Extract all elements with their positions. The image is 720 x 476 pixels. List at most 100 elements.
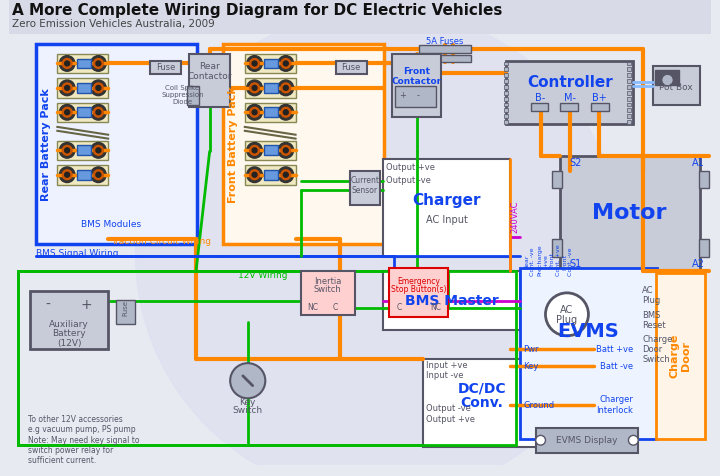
Text: Front: Front <box>403 67 430 76</box>
Circle shape <box>59 142 75 158</box>
Bar <box>245 140 296 160</box>
Bar <box>626 61 631 65</box>
Bar <box>58 54 108 73</box>
Bar <box>626 97 631 100</box>
Text: Zero Emission Vehicles Australia, 2009: Zero Emission Vehicles Australia, 2009 <box>12 20 215 30</box>
Text: Output -ve: Output -ve <box>426 404 472 413</box>
Bar <box>503 73 508 77</box>
Bar <box>626 109 631 112</box>
Bar <box>189 54 230 108</box>
Bar <box>654 70 679 85</box>
Text: Batt -ve: Batt -ve <box>600 362 634 371</box>
Circle shape <box>284 85 288 90</box>
Text: Diode: Diode <box>172 99 192 105</box>
Bar <box>264 146 278 155</box>
Bar <box>264 83 278 93</box>
Bar <box>653 66 700 105</box>
Bar <box>77 83 91 93</box>
Circle shape <box>284 61 288 66</box>
Text: Door: Door <box>642 345 662 354</box>
Text: AC: AC <box>560 306 574 316</box>
Text: Reset: Reset <box>642 320 666 329</box>
Text: Ground: Ground <box>523 401 554 410</box>
Bar <box>245 54 296 73</box>
Text: Contactor: Contactor <box>392 77 441 86</box>
Text: Pot Box: Pot Box <box>660 83 693 92</box>
Circle shape <box>250 146 259 155</box>
Bar <box>384 271 520 330</box>
Bar <box>626 102 631 107</box>
Circle shape <box>91 142 106 158</box>
Circle shape <box>629 436 638 445</box>
Circle shape <box>252 148 257 153</box>
Text: Charge: Charge <box>642 335 672 344</box>
Text: A2: A2 <box>692 258 705 268</box>
Circle shape <box>96 148 101 153</box>
Circle shape <box>252 61 257 66</box>
Circle shape <box>250 170 259 179</box>
Circle shape <box>536 436 546 445</box>
Text: Switch: Switch <box>314 286 342 295</box>
Bar <box>506 60 634 124</box>
Bar <box>77 59 91 69</box>
Bar <box>503 102 508 107</box>
Text: Fuse: Fuse <box>341 63 361 72</box>
Bar <box>187 86 199 105</box>
Bar <box>223 44 384 244</box>
Circle shape <box>96 85 101 90</box>
Bar <box>245 102 296 122</box>
Bar <box>560 103 577 111</box>
Text: Emergency: Emergency <box>397 277 440 286</box>
Circle shape <box>247 142 262 158</box>
Circle shape <box>662 74 673 86</box>
Bar <box>503 120 508 124</box>
Text: AC Input: AC Input <box>426 215 468 225</box>
Bar <box>264 59 278 69</box>
Circle shape <box>94 170 103 179</box>
Text: Fuse: Fuse <box>156 63 176 72</box>
Bar <box>350 171 379 205</box>
Text: C: C <box>333 303 338 312</box>
Bar <box>77 108 91 117</box>
Circle shape <box>65 148 70 153</box>
Text: Stop Button(s): Stop Button(s) <box>391 286 446 295</box>
Text: M-: M- <box>564 93 576 103</box>
Circle shape <box>230 363 265 398</box>
Circle shape <box>62 83 72 93</box>
Text: Output +ve: Output +ve <box>387 163 436 172</box>
Circle shape <box>96 61 101 66</box>
Text: Rear: Rear <box>199 62 220 71</box>
Bar <box>560 156 700 273</box>
Circle shape <box>91 104 106 120</box>
Text: C: C <box>397 303 402 312</box>
Circle shape <box>281 108 291 117</box>
Text: Contactor: Contactor <box>187 72 232 80</box>
Text: BMS: BMS <box>642 311 660 320</box>
Circle shape <box>94 83 103 93</box>
Text: 5A Fuses: 5A Fuses <box>426 37 464 46</box>
Text: DC/DC: DC/DC <box>458 382 506 396</box>
Bar <box>392 54 441 117</box>
Text: B+: B+ <box>592 93 606 103</box>
Circle shape <box>91 80 106 96</box>
Text: Charger: Charger <box>413 193 481 208</box>
Bar <box>58 78 108 98</box>
Circle shape <box>278 56 294 71</box>
Bar <box>591 103 609 111</box>
Bar <box>503 114 508 118</box>
Bar <box>116 300 135 324</box>
Text: Plug: Plug <box>557 315 577 325</box>
Circle shape <box>62 59 72 69</box>
Circle shape <box>94 108 103 117</box>
Bar <box>531 103 549 111</box>
Circle shape <box>278 142 294 158</box>
Text: Switch: Switch <box>642 355 670 364</box>
Bar <box>423 359 541 447</box>
Bar <box>58 102 108 122</box>
Bar <box>698 171 708 188</box>
Text: Front
Cont. +ve: Front Cont. +ve <box>550 245 561 276</box>
Bar <box>336 60 366 74</box>
Bar <box>418 55 472 62</box>
Bar <box>390 268 448 317</box>
Circle shape <box>59 80 75 96</box>
